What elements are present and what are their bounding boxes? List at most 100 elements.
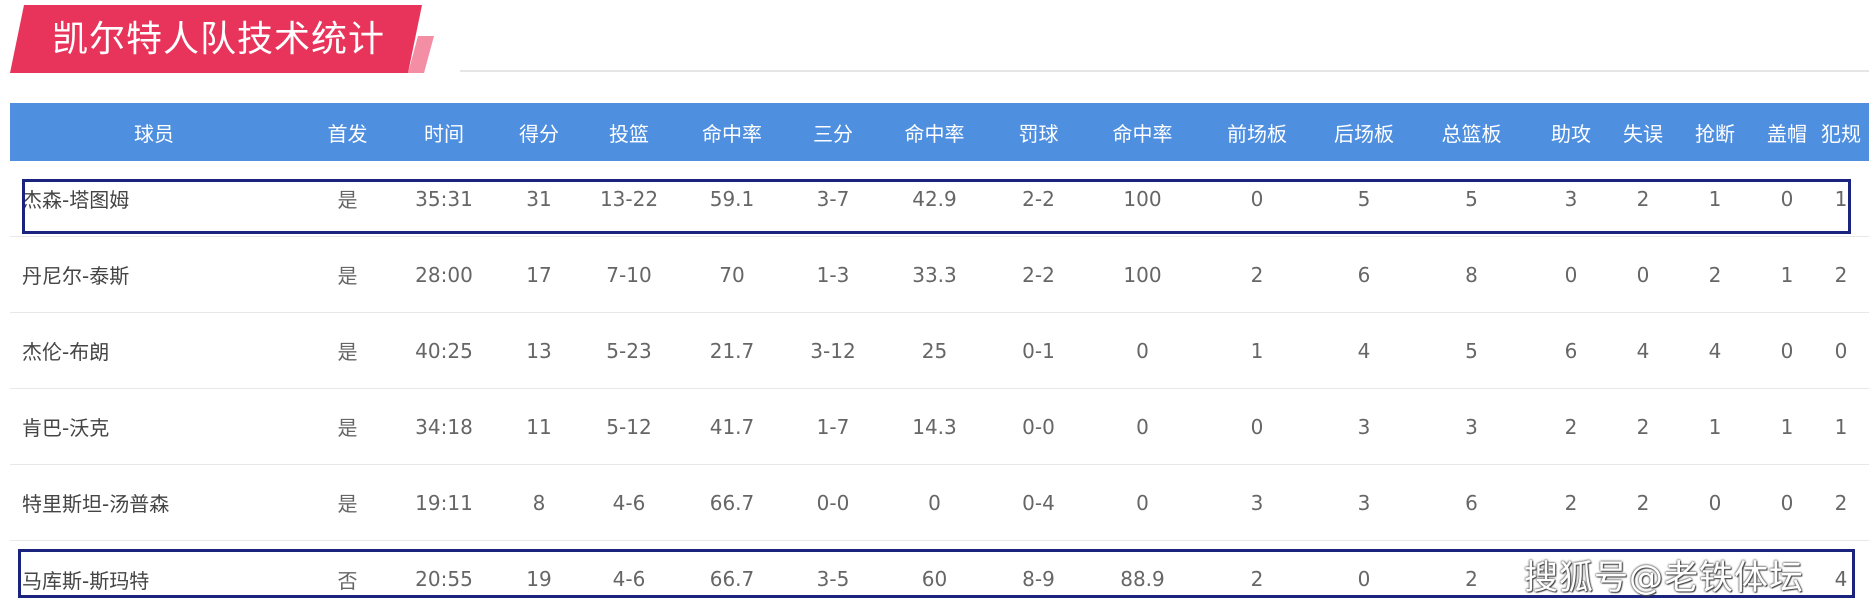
cell-dreb: 3 xyxy=(1357,490,1371,515)
table-row: 肯巴-沃克 是 34:18 11 5-12 41.7 1-7 14.3 0-0 … xyxy=(10,389,1869,465)
col-header-reb: 总篮板 xyxy=(1441,121,1502,146)
cell-3p-pct: 42.9 xyxy=(912,186,957,211)
col-header-ft: 罚球 xyxy=(1018,121,1059,146)
col-header-oreb: 前场板 xyxy=(1227,121,1287,146)
cell-starter: 是 xyxy=(337,188,358,212)
player-name: 丹尼尔-泰斯 xyxy=(22,264,130,288)
cell-ft-pct: 0 xyxy=(1136,490,1149,515)
cell-ft-pct: 0 xyxy=(1136,414,1149,439)
cell-oreb: 1 xyxy=(1250,338,1264,363)
cell-pf: 4 xyxy=(1834,567,1848,591)
player-name: 特里斯坦-汤普森 xyxy=(22,492,170,516)
cell-dreb: 5 xyxy=(1357,186,1371,211)
cell-ast: 2 xyxy=(1564,490,1578,515)
cell-pf: 1 xyxy=(1834,186,1848,211)
col-header-starter: 首发 xyxy=(327,121,368,146)
cell-pf: 1 xyxy=(1834,414,1848,439)
cell-reb: 2 xyxy=(1465,567,1478,591)
cell-fg-pct: 21.7 xyxy=(709,338,755,363)
cell-ft: 2-2 xyxy=(1022,186,1055,211)
col-header-fg-pct: 命中率 xyxy=(702,121,762,146)
col-header-3p: 三分 xyxy=(813,121,853,146)
col-header-minutes: 时间 xyxy=(424,121,464,146)
cell-fg-pct: 70 xyxy=(719,262,745,287)
cell-tov: 2 xyxy=(1636,414,1650,439)
cell-3p: 1-7 xyxy=(816,414,850,439)
watermark: 搜狐号@老铁体坛 xyxy=(1524,558,1804,598)
table-row: 特里斯坦-汤普森 是 19:11 8 4-6 66.7 0-0 0 0-4 0 … xyxy=(10,465,1869,541)
cell-fg: 7-10 xyxy=(606,262,652,287)
col-header-tov: 失误 xyxy=(1623,121,1663,146)
title-divider xyxy=(460,70,1869,72)
col-header-dreb: 后场板 xyxy=(1334,121,1394,146)
cell-3p-pct: 60 xyxy=(921,567,948,591)
cell-ft-pct: 100 xyxy=(1123,262,1162,287)
cell-3p-pct: 14.3 xyxy=(912,414,957,439)
cell-points: 11 xyxy=(526,414,552,439)
title-banner xyxy=(10,5,422,73)
cell-fg-pct: 66.7 xyxy=(709,490,755,515)
cell-blk: 0 xyxy=(1780,338,1794,363)
cell-tov: 4 xyxy=(1636,338,1650,363)
cell-3p: 3-5 xyxy=(816,567,850,591)
cell-ft: 2-2 xyxy=(1022,262,1055,287)
page-title: 凯尔特人队技术统计 xyxy=(52,19,386,60)
cell-fg: 4-6 xyxy=(612,490,646,515)
cell-dreb: 0 xyxy=(1357,567,1371,591)
cell-oreb: 0 xyxy=(1250,186,1264,211)
cell-3p: 3-7 xyxy=(816,186,850,211)
cell-ft: 0-4 xyxy=(1022,490,1055,515)
cell-ast: 6 xyxy=(1564,338,1578,363)
cell-ast: 3 xyxy=(1564,186,1578,211)
cell-minutes: 34:18 xyxy=(415,414,473,439)
col-header-player: 球员 xyxy=(134,121,174,146)
table-row: 杰伦-布朗 是 40:25 13 5-23 21.7 3-12 25 0-1 0… xyxy=(10,313,1869,389)
cell-ast: 2 xyxy=(1564,414,1578,439)
cell-points: 19 xyxy=(526,567,552,591)
cell-pf: 2 xyxy=(1834,490,1848,515)
cell-starter: 是 xyxy=(337,492,358,516)
cell-fg: 13-22 xyxy=(599,186,659,211)
table-row: 杰森-塔图姆 是 35:31 31 13-22 59.1 3-7 42.9 2-… xyxy=(10,161,1869,237)
col-header-blk: 盖帽 xyxy=(1767,121,1807,146)
cell-blk: 0 xyxy=(1780,186,1794,211)
cell-starter: 是 xyxy=(337,264,358,288)
player-name: 杰森-塔图姆 xyxy=(22,188,130,212)
col-header-stl: 抢断 xyxy=(1695,121,1735,146)
cell-3p-pct: 33.3 xyxy=(912,262,957,287)
cell-fg: 4-6 xyxy=(612,567,646,591)
cell-tov: 2 xyxy=(1636,186,1650,211)
cell-oreb: 2 xyxy=(1250,262,1264,287)
cell-ft-pct: 88.9 xyxy=(1120,567,1165,591)
cell-tov: 2 xyxy=(1636,490,1650,515)
col-header-points: 得分 xyxy=(519,121,559,146)
cell-dreb: 4 xyxy=(1357,338,1371,363)
cell-dreb: 3 xyxy=(1357,414,1371,439)
cell-points: 31 xyxy=(526,186,552,211)
cell-starter: 是 xyxy=(337,340,358,364)
cell-stl: 1 xyxy=(1708,414,1722,439)
cell-reb: 5 xyxy=(1465,338,1478,363)
player-name: 肯巴-沃克 xyxy=(22,416,110,440)
cell-oreb: 0 xyxy=(1250,414,1264,439)
cell-blk: 1 xyxy=(1780,262,1794,287)
cell-fg: 5-12 xyxy=(606,414,652,439)
cell-reb: 3 xyxy=(1465,414,1478,439)
stats-table: 球员 首发 时间 得分 投篮 命中率 三分 命中率 罚球 命中率 前场板 后场板… xyxy=(10,103,1869,610)
cell-minutes: 28:00 xyxy=(415,262,473,287)
cell-3p-pct: 0 xyxy=(928,490,941,515)
cell-minutes: 19:11 xyxy=(415,490,473,515)
cell-blk: 1 xyxy=(1780,414,1794,439)
cell-fg-pct: 59.1 xyxy=(709,186,755,211)
table-row: 丹尼尔-泰斯 是 28:00 17 7-10 70 1-3 33.3 2-2 1… xyxy=(10,237,1869,313)
col-header-fg: 投篮 xyxy=(609,121,649,146)
cell-pf: 2 xyxy=(1834,262,1848,287)
col-header-ft-pct: 命中率 xyxy=(1112,121,1173,146)
cell-blk: 0 xyxy=(1780,490,1794,515)
cell-reb: 6 xyxy=(1465,490,1478,515)
cell-fg: 5-23 xyxy=(606,338,652,363)
col-header-pf: 犯规 xyxy=(1821,121,1861,146)
cell-ft: 0-0 xyxy=(1022,414,1055,439)
cell-fg-pct: 41.7 xyxy=(709,414,755,439)
player-name: 杰伦-布朗 xyxy=(22,340,110,364)
